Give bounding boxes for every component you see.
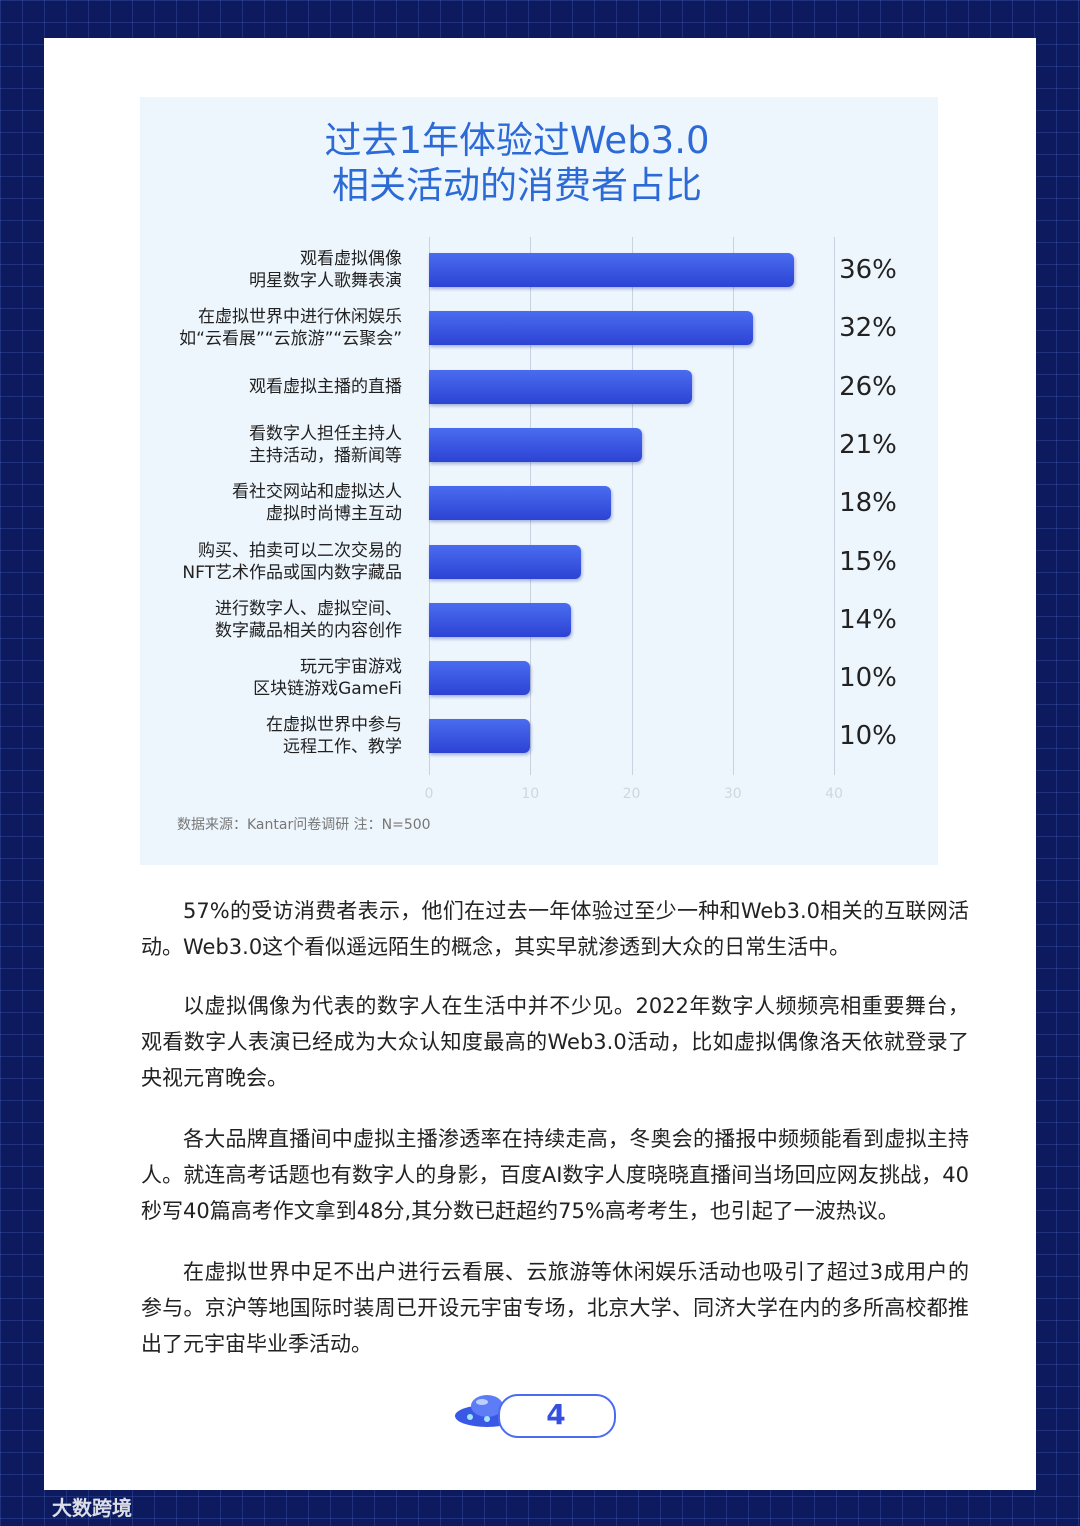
category-label: 在虚拟世界中进行休闲娱乐 如“云看展”“云旅游”“云聚会” bbox=[179, 307, 402, 350]
page-number: 4 bbox=[546, 1398, 566, 1431]
chart-source: 数据来源：Kantar问卷调研 注：N=500 bbox=[177, 817, 431, 833]
category-label: 观看虚拟主播的直播 bbox=[249, 376, 402, 397]
x-tick-label: 30 bbox=[723, 786, 742, 802]
paragraph: 以虚拟偶像为代表的数字人在生活中并不少见。2022年数字人频频亮相重要舞台，观看… bbox=[141, 994, 969, 1090]
paragraph: 57%的受访消费者表示，他们在过去一年体验过至少一种和Web3.0相关的互联网活… bbox=[141, 899, 969, 959]
paragraph: 各大品牌直播间中虚拟主播渗透率在持续走高，冬奥会的播报中频频能看到虚拟主持人。就… bbox=[141, 1127, 969, 1223]
x-tick-label: 0 bbox=[424, 786, 434, 802]
chart-panel bbox=[140, 97, 938, 865]
bar bbox=[429, 661, 531, 696]
value-label: 14% bbox=[839, 604, 897, 635]
value-label: 21% bbox=[839, 429, 897, 460]
chart-title: 过去1年体验过Web3.0 相关活动的消费者占比 bbox=[324, 119, 710, 207]
bar bbox=[429, 486, 612, 521]
grid-line bbox=[732, 237, 734, 775]
bar bbox=[429, 369, 693, 404]
value-label: 10% bbox=[839, 721, 897, 752]
grid-line bbox=[834, 237, 835, 775]
category-label: 进行数字人、虚拟空间、 数字藏品相关的内容创作 bbox=[215, 598, 402, 641]
value-label: 10% bbox=[839, 663, 897, 694]
x-tick-label: 20 bbox=[622, 786, 641, 802]
paragraph: 在虚拟世界中足不出户进行云看展、云旅游等休闲娱乐活动也吸引了超过3成用户的参与。… bbox=[141, 1260, 969, 1356]
category-label: 观看虚拟偶像 明星数字人歌舞表演 bbox=[249, 249, 402, 291]
category-label: 看数字人担任主持人 主持活动，播新闻等 bbox=[249, 423, 402, 466]
category-label: 购买、拍卖可以二次交易的 NFT艺术作品或国内数字藏品 bbox=[182, 540, 402, 583]
x-tick-label: 10 bbox=[521, 786, 540, 802]
x-tick-label: 40 bbox=[825, 786, 843, 802]
value-label: 26% bbox=[839, 371, 897, 402]
bar bbox=[429, 544, 581, 579]
bar bbox=[429, 602, 571, 637]
grid-line bbox=[631, 237, 633, 775]
bar bbox=[429, 311, 753, 346]
value-label: 18% bbox=[839, 488, 897, 519]
category-label: 玩元宇宙游戏 区块链游戏GameFi bbox=[253, 657, 402, 700]
watermark: 大数跨境 bbox=[52, 1496, 132, 1520]
page-badge bbox=[498, 1394, 616, 1438]
bar bbox=[429, 253, 794, 287]
value-label: 15% bbox=[839, 546, 897, 577]
bar bbox=[429, 719, 531, 754]
value-label: 32% bbox=[839, 313, 897, 344]
category-label: 在虚拟世界中参与 远程工作、教学 bbox=[266, 715, 402, 758]
bar bbox=[429, 427, 642, 462]
value-label: 36% bbox=[839, 255, 897, 285]
category-label: 看社交网站和虚拟达人 虚拟时尚博主互动 bbox=[232, 482, 402, 525]
